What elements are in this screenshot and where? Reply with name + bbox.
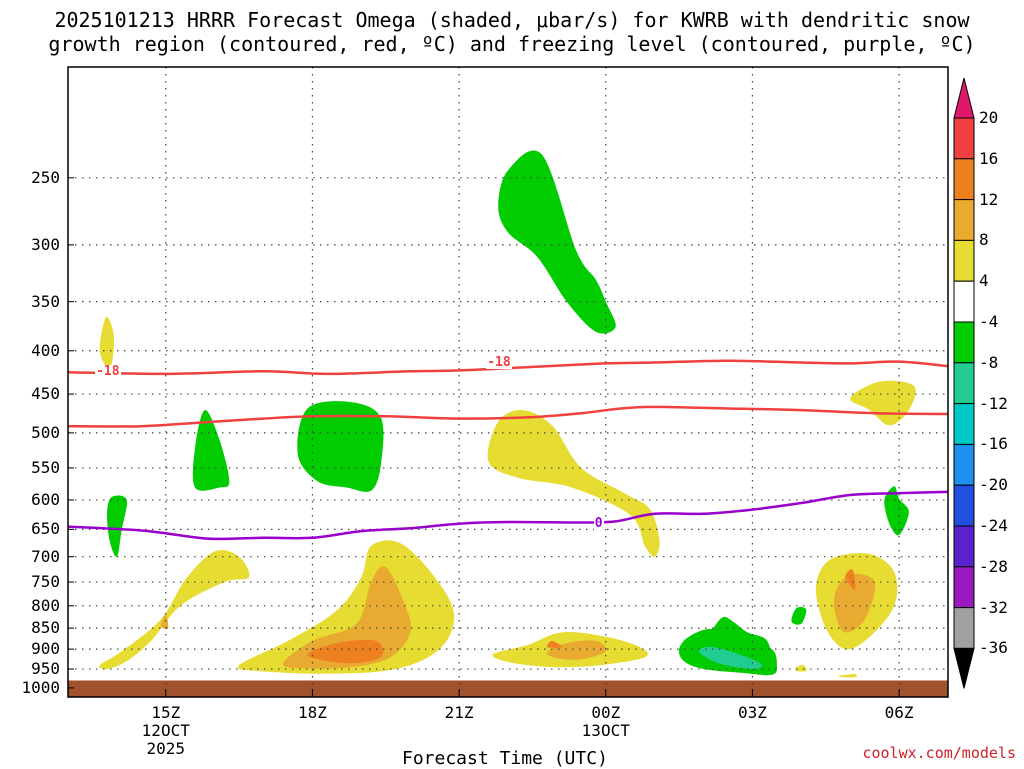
contour-layer xyxy=(67,359,949,541)
colorbar-label-12: -32 xyxy=(979,597,1008,617)
colorbar-band-10 xyxy=(953,484,975,527)
colorbar-label-7: -12 xyxy=(979,393,1008,413)
colorbar-label-1: 16 xyxy=(979,148,999,168)
omega-region-8 xyxy=(546,640,562,648)
colorbar-label-9: -20 xyxy=(979,475,1008,495)
omega-region-16 xyxy=(107,495,128,557)
colorbar-band-6 xyxy=(953,321,975,364)
omega-region-10 xyxy=(850,380,916,426)
colorbar-label-5: -4 xyxy=(979,312,999,331)
colorbar-label-6: -8 xyxy=(979,352,999,372)
contour-label-2-0: 0 xyxy=(593,515,604,531)
contour-line-2 xyxy=(67,490,949,541)
omega-region-14 xyxy=(795,664,807,672)
contour-line-0 xyxy=(67,359,949,376)
x-tick-date-15Z: 12OCT xyxy=(141,721,190,740)
x-tick-label-06Z: 06Z xyxy=(884,703,914,722)
colorbar-label-11: -28 xyxy=(979,556,1008,576)
omega-region-7 xyxy=(546,640,607,660)
y-tick-label-550: 550 xyxy=(31,457,60,477)
y-tick-label-800: 800 xyxy=(31,595,60,615)
colorbar-bottom-arrow xyxy=(953,647,975,689)
omega-region-2 xyxy=(160,614,169,629)
y-tick-label-850: 850 xyxy=(31,618,60,638)
colorbar-band-1 xyxy=(953,117,975,160)
y-tick-label-500: 500 xyxy=(31,422,60,442)
y-tick-label-650: 650 xyxy=(31,519,60,539)
y-tick-label-1000: 1000 xyxy=(21,677,60,697)
omega-region-0 xyxy=(99,316,115,369)
colorbar-band-12 xyxy=(953,566,975,609)
y-tick-label-450: 450 xyxy=(31,384,60,404)
omega-region-19 xyxy=(498,150,616,334)
chart-title-line-2: growth region (contoured, red, ºC) and f… xyxy=(48,32,976,56)
colorbar-label-0: 20 xyxy=(979,108,999,127)
colorbar-label-10: -24 xyxy=(979,516,1008,535)
colorbar-label-2: 12 xyxy=(979,189,999,209)
colorbar-band-2 xyxy=(953,158,975,201)
plot-frame xyxy=(67,66,949,698)
ground-fill xyxy=(68,680,948,697)
omega-region-17 xyxy=(192,410,230,491)
y-tick-label-250: 250 xyxy=(31,167,60,187)
contour-label-0-1: -18 xyxy=(486,355,512,371)
x-tick-date-00Z: 13OCT xyxy=(581,721,630,740)
x-tick-label-18Z: 18Z xyxy=(297,703,327,722)
omega-region-20 xyxy=(884,486,909,536)
x-tick-label-21Z: 21Z xyxy=(444,703,474,722)
y-tick-label-900: 900 xyxy=(31,639,60,659)
colorbar-band-8 xyxy=(953,403,975,445)
colorbar xyxy=(953,77,975,689)
x-axis-label: Forecast Time (UTC) xyxy=(402,748,608,769)
y-tick-label-950: 950 xyxy=(31,659,60,679)
y-tick-label-700: 700 xyxy=(31,546,60,566)
colorbar-label-3: 8 xyxy=(979,230,989,250)
credit-link[interactable]: coolwx.com/models xyxy=(862,744,1016,762)
contour-label-0-0: -18 xyxy=(95,364,121,380)
colorbar-band-9 xyxy=(953,443,975,486)
chart-title-line-1: 2025101213 HRRR Forecast Omega (shaded, … xyxy=(54,8,970,32)
colorbar-band-4 xyxy=(953,239,975,282)
x-tick-label-15Z: 15Z xyxy=(151,703,181,722)
omega-region-23 xyxy=(698,646,763,670)
omega-region-12 xyxy=(834,574,876,633)
y-tick-label-300: 300 xyxy=(31,234,60,254)
x-tick-year-15Z: 2025 xyxy=(146,739,186,758)
omega-region-5 xyxy=(307,639,384,664)
y-tick-label-350: 350 xyxy=(31,291,60,311)
omega-region-1 xyxy=(99,550,250,670)
y-tick-label-400: 400 xyxy=(31,340,60,360)
colorbar-label-4: 4 xyxy=(979,271,989,291)
omega-region-9 xyxy=(487,410,660,557)
colorbar-top-arrow xyxy=(953,77,975,119)
grid-layer xyxy=(68,67,948,697)
omega-region-13 xyxy=(845,569,856,590)
colorbar-band-5 xyxy=(953,280,975,323)
omega-region-24 xyxy=(791,606,807,625)
y-tick-label-750: 750 xyxy=(31,572,60,592)
colorbar-label-8: -16 xyxy=(979,434,1008,454)
colorbar-band-13 xyxy=(953,607,975,649)
axes-layer xyxy=(67,66,949,698)
ground-layer xyxy=(68,680,948,697)
omega-region-15 xyxy=(838,673,857,678)
colorbar-label-13: -36 xyxy=(979,638,1008,658)
x-tick-label-00Z: 00Z xyxy=(591,703,621,722)
x-tick-label-03Z: 03Z xyxy=(737,703,767,722)
contour-line-1 xyxy=(67,405,949,428)
omega-shading-layer xyxy=(99,150,916,678)
omega-region-18 xyxy=(297,401,384,492)
y-tick-label-600: 600 xyxy=(31,489,60,509)
colorbar-band-7 xyxy=(953,362,975,405)
colorbar-band-11 xyxy=(953,525,975,568)
colorbar-band-3 xyxy=(953,199,975,241)
